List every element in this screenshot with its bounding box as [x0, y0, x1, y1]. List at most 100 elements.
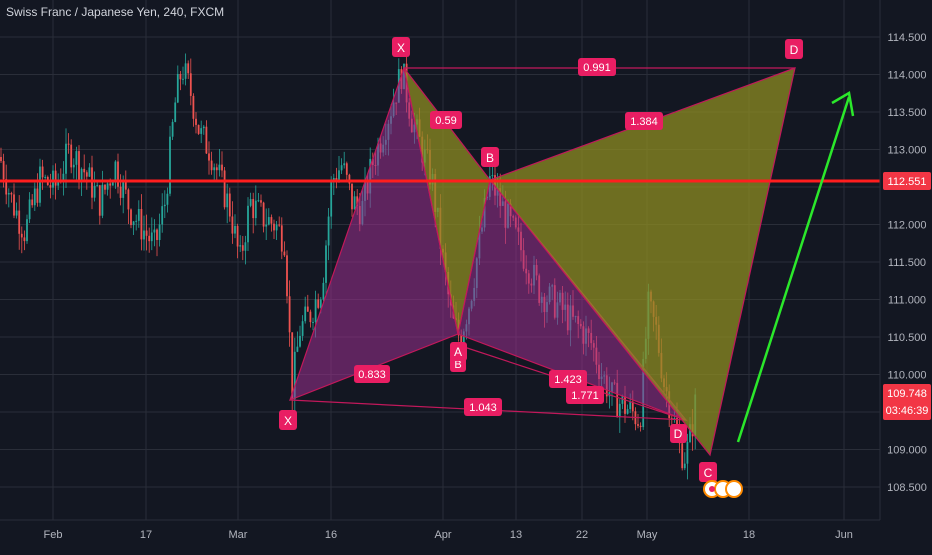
candle-body	[291, 332, 294, 400]
candle-body	[299, 335, 301, 347]
candle-body	[348, 174, 351, 184]
candle-body	[223, 170, 226, 208]
candle-body	[117, 161, 119, 187]
ratio-text: 0.59	[435, 115, 456, 127]
price-tick-label: 110.000	[888, 370, 927, 382]
candle-body	[621, 396, 624, 404]
price-tick-label: 114.500	[888, 32, 927, 44]
point-label-c[interactable]: C	[699, 462, 717, 482]
candle-body	[208, 153, 210, 161]
candle-body	[244, 242, 247, 251]
candle-body	[252, 199, 255, 219]
time-tick-label: 13	[510, 529, 522, 541]
price-axis-panel[interactable]	[880, 0, 932, 520]
candle-body	[317, 299, 320, 308]
point-label-d-olive[interactable]: D	[785, 39, 803, 59]
candle-body	[312, 321, 314, 323]
point-label-text: A	[454, 345, 462, 359]
ratio-label-0991[interactable]: 0.991	[578, 58, 616, 76]
candle-body	[304, 306, 307, 322]
projection-arrow[interactable]	[736, 91, 855, 443]
ratio-label-1771[interactable]: 1.771	[566, 386, 604, 404]
candle-body	[135, 220, 138, 222]
point-label-d-purple[interactable]: D	[670, 424, 687, 443]
candle-body	[166, 193, 169, 205]
event-dot-icon	[709, 486, 715, 492]
event-markers[interactable]	[703, 480, 743, 498]
candle-body	[293, 351, 296, 400]
point-label-text: X	[397, 41, 405, 55]
candle-body	[91, 167, 93, 198]
candle-body	[158, 224, 161, 241]
point-label-a[interactable]: A	[450, 342, 467, 361]
price-tick-label: 111.000	[888, 295, 926, 307]
candle-body	[150, 232, 153, 242]
candle-body	[28, 199, 31, 220]
candle-body	[249, 199, 252, 206]
candle-body	[202, 126, 205, 129]
candle-body	[231, 216, 234, 234]
price-tick-label: 108.500	[887, 482, 927, 494]
candle-body	[296, 346, 299, 352]
candle-body	[319, 299, 322, 308]
candle-body	[161, 206, 164, 225]
candle-body	[491, 175, 494, 177]
candle-body	[626, 409, 629, 414]
ratio-label-059[interactable]: 0.59	[430, 111, 462, 129]
candle-body	[93, 185, 96, 198]
candle-body	[33, 188, 36, 206]
ratio-label-1384[interactable]: 1.384	[625, 112, 663, 130]
candle-body	[221, 164, 223, 171]
candle-body	[637, 424, 639, 426]
countdown-text: 03:46:39	[886, 405, 929, 417]
candle-body	[351, 183, 353, 210]
candle-body	[629, 401, 632, 410]
ratio-label-1043[interactable]: 1.043	[464, 398, 502, 416]
ratio-label-1423[interactable]: 1.423	[549, 370, 587, 388]
candle-body	[278, 224, 281, 226]
candle-body	[330, 182, 333, 217]
point-label-x-purple[interactable]: X	[279, 410, 297, 430]
candle-body	[52, 170, 54, 188]
candle-body	[101, 184, 104, 216]
current-price-tag[interactable]: 109.748 03:46:39	[883, 384, 931, 420]
candle-body	[13, 194, 15, 216]
candle-body	[265, 224, 268, 227]
candle-body	[267, 217, 270, 225]
ratio-labels: 0.833 1.043 1.423 1.771 0.59 1.384 0.991	[354, 58, 663, 416]
candle-body	[215, 167, 218, 171]
candle-body	[195, 118, 197, 125]
point-label-b-olive[interactable]: B	[481, 147, 499, 167]
candle-body	[20, 233, 23, 238]
hline-price-tag[interactable]: 112.551	[883, 172, 931, 190]
ratio-label-0833[interactable]: 0.833	[354, 365, 390, 383]
price-axis-ticks: 114.500 114.000 113.500 113.000 112.000 111.5…	[887, 32, 927, 494]
chart-title: Swiss Franc / Japanese Yen, 240, FXCM	[6, 5, 224, 19]
time-tick-label: Feb	[44, 529, 63, 541]
candle-body	[54, 170, 57, 186]
candle-body	[280, 225, 283, 252]
candle-body	[57, 180, 60, 186]
candle-body	[286, 255, 288, 297]
candle-body	[228, 193, 231, 217]
candle-body	[210, 160, 213, 171]
ratio-text: 1.771	[571, 390, 599, 402]
candle-body	[200, 128, 203, 134]
time-axis-panel[interactable]	[0, 520, 932, 550]
candle-body	[631, 401, 634, 412]
candle-body	[72, 164, 75, 168]
candle-body	[140, 208, 143, 240]
candle-body	[270, 217, 273, 224]
price-tick-label: 112.000	[888, 220, 927, 232]
candle-body	[163, 204, 166, 207]
time-tick-label: 22	[576, 529, 588, 541]
candle-body	[325, 245, 327, 283]
arrow-shaft	[736, 96, 851, 443]
candle-body	[10, 193, 13, 195]
point-label-text: B	[486, 151, 494, 165]
candle-body	[143, 230, 145, 240]
point-label-x-top[interactable]: X	[392, 37, 410, 57]
event-marker-icon[interactable]	[725, 480, 743, 498]
